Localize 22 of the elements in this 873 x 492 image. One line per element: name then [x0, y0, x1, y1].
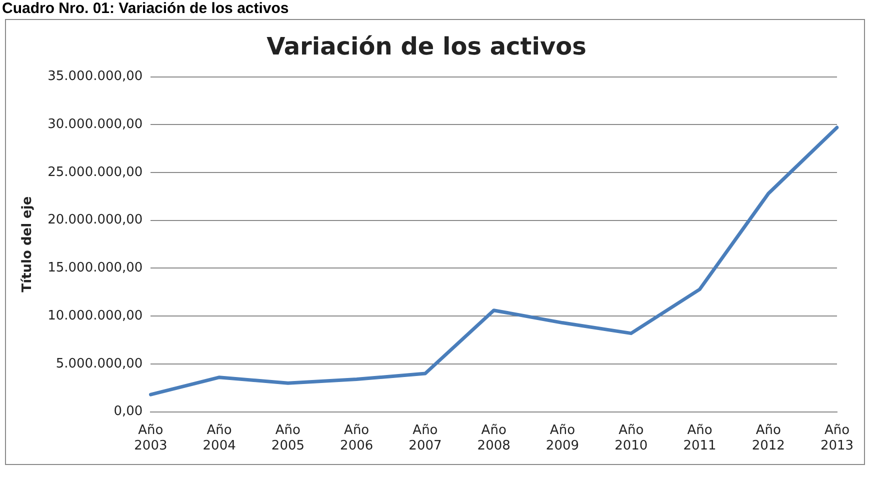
x-tick-label: Año 2008: [477, 422, 510, 454]
y-axis-title: Título del eje: [20, 196, 36, 292]
y-tick-label: 25.000.000,00: [48, 164, 143, 180]
x-tick-label: Año 2010: [614, 422, 648, 454]
x-tick-label: Año 2007: [408, 422, 442, 454]
y-tick-label: 15.000.000,00: [48, 260, 143, 276]
x-tick-label: Año 2013: [820, 422, 854, 454]
y-tick-label: 35.000.000,00: [48, 69, 143, 84]
y-tick-label: 10.000.000,00: [48, 308, 143, 324]
x-tick-label: Año 2003: [134, 422, 168, 454]
x-tick-label: Año 2012: [752, 422, 785, 454]
x-tick-label: Año 2004: [202, 422, 236, 454]
x-tick-label: Año 2011: [683, 422, 716, 454]
text: Cuadro Nro. 01: Variación de los activos: [2, 0, 289, 17]
x-tick-label: Año 2005: [271, 422, 305, 454]
y-tick-label: 30.000.000,00: [48, 117, 143, 132]
y-tick-label: 20.000.000,00: [48, 212, 143, 228]
x-tick-label: Año 2006: [340, 422, 374, 454]
y-tick-label: 5.000.000,00: [56, 356, 143, 372]
y-tick-label: 0,00: [114, 404, 143, 420]
chart-title: Variación de los activos: [266, 32, 586, 61]
x-tick-label: Año 2009: [546, 422, 580, 454]
